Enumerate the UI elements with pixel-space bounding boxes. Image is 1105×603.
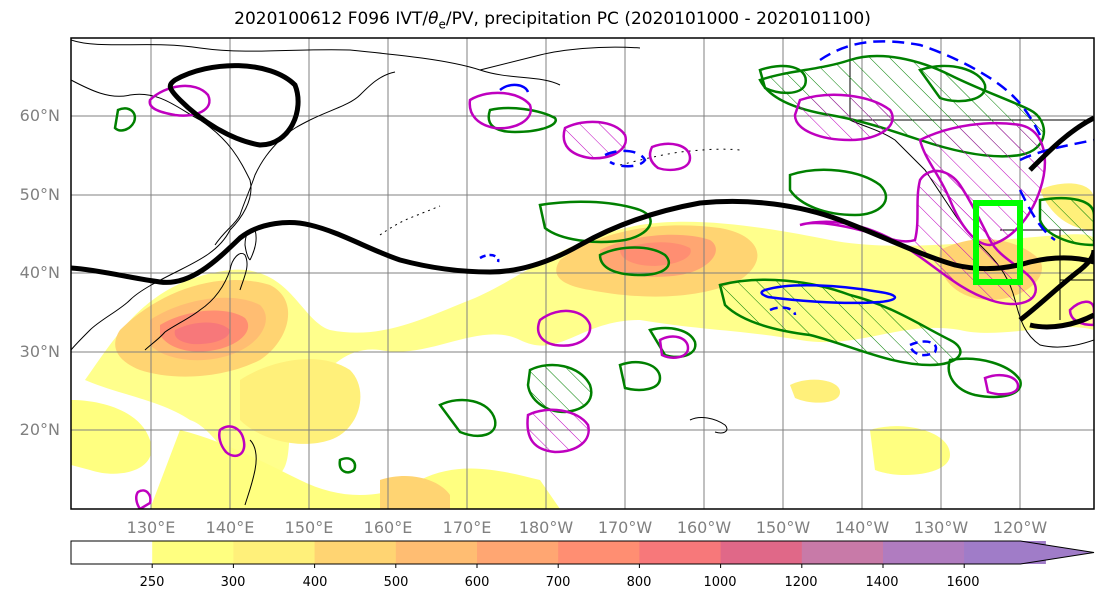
lon-label-120w: 120°W: [992, 518, 1048, 537]
map-plot-area: [71, 38, 1094, 509]
lon-label-140e: 140°E: [205, 518, 255, 537]
colorbar-swatch: [883, 541, 965, 564]
colorbar-label-800: 800: [626, 575, 652, 590]
colorbar-extend-arrow: [964, 541, 1094, 564]
colorbar-label-1200: 1200: [784, 575, 818, 590]
lon-label-160w: 160°W: [676, 518, 732, 537]
colorbar-swatch: [720, 541, 803, 564]
map-title: 2020100612 F096 IVT/θe/PV, precipitation…: [234, 9, 871, 32]
region-box: [973, 200, 1023, 285]
jet-contour: [71, 63, 1094, 330]
lon-label-130w: 130°W: [913, 518, 969, 537]
lat-label-30n: 30°N: [19, 342, 60, 361]
colorbar-outline: [70, 540, 1095, 565]
lon-label-150w: 150°W: [755, 518, 811, 537]
colorbar: [70, 540, 1095, 568]
lon-label-170e: 170°E: [442, 518, 492, 537]
lon-label-170w: 170°W: [597, 518, 653, 537]
colorbar-swatch: [314, 541, 397, 564]
colorbar-label-1400: 1400: [865, 575, 899, 590]
lon-label-160e: 160°E: [363, 518, 413, 537]
colorbar-swatch: [395, 541, 478, 564]
colorbar-swatch: [152, 541, 234, 564]
colorbar-swatch: [477, 541, 559, 564]
colorbar-label-1600: 1600: [946, 575, 980, 590]
colorbar-swatch: [558, 541, 640, 564]
lat-label-40n: 40°N: [19, 263, 60, 282]
colorbar-label-250: 250: [139, 575, 165, 590]
theta-e-contours: [479, 40, 1094, 357]
colorbar-label-400: 400: [302, 575, 328, 590]
lat-label-50n: 50°N: [19, 185, 60, 204]
colorbar-label-1000: 1000: [703, 575, 737, 590]
colorbar-swatch: [639, 541, 722, 564]
colorbar-swatch: [233, 541, 316, 564]
colorbar-label-700: 700: [545, 575, 571, 590]
colorbar-label-500: 500: [383, 575, 409, 590]
colorbar-swatch: [801, 541, 884, 564]
lon-label-180w: 180°W: [518, 518, 574, 537]
lon-label-130e: 130°E: [126, 518, 176, 537]
map-frame: [70, 37, 1095, 510]
lon-label-140w: 140°W: [834, 518, 890, 537]
lat-label-60n: 60°N: [19, 106, 60, 125]
colorbar-label-300: 300: [220, 575, 246, 590]
lat-label-20n: 20°N: [19, 420, 60, 439]
colorbar-swatch: [71, 541, 153, 564]
lon-label-150e: 150°E: [284, 518, 334, 537]
colorbar-label-600: 600: [464, 575, 490, 590]
